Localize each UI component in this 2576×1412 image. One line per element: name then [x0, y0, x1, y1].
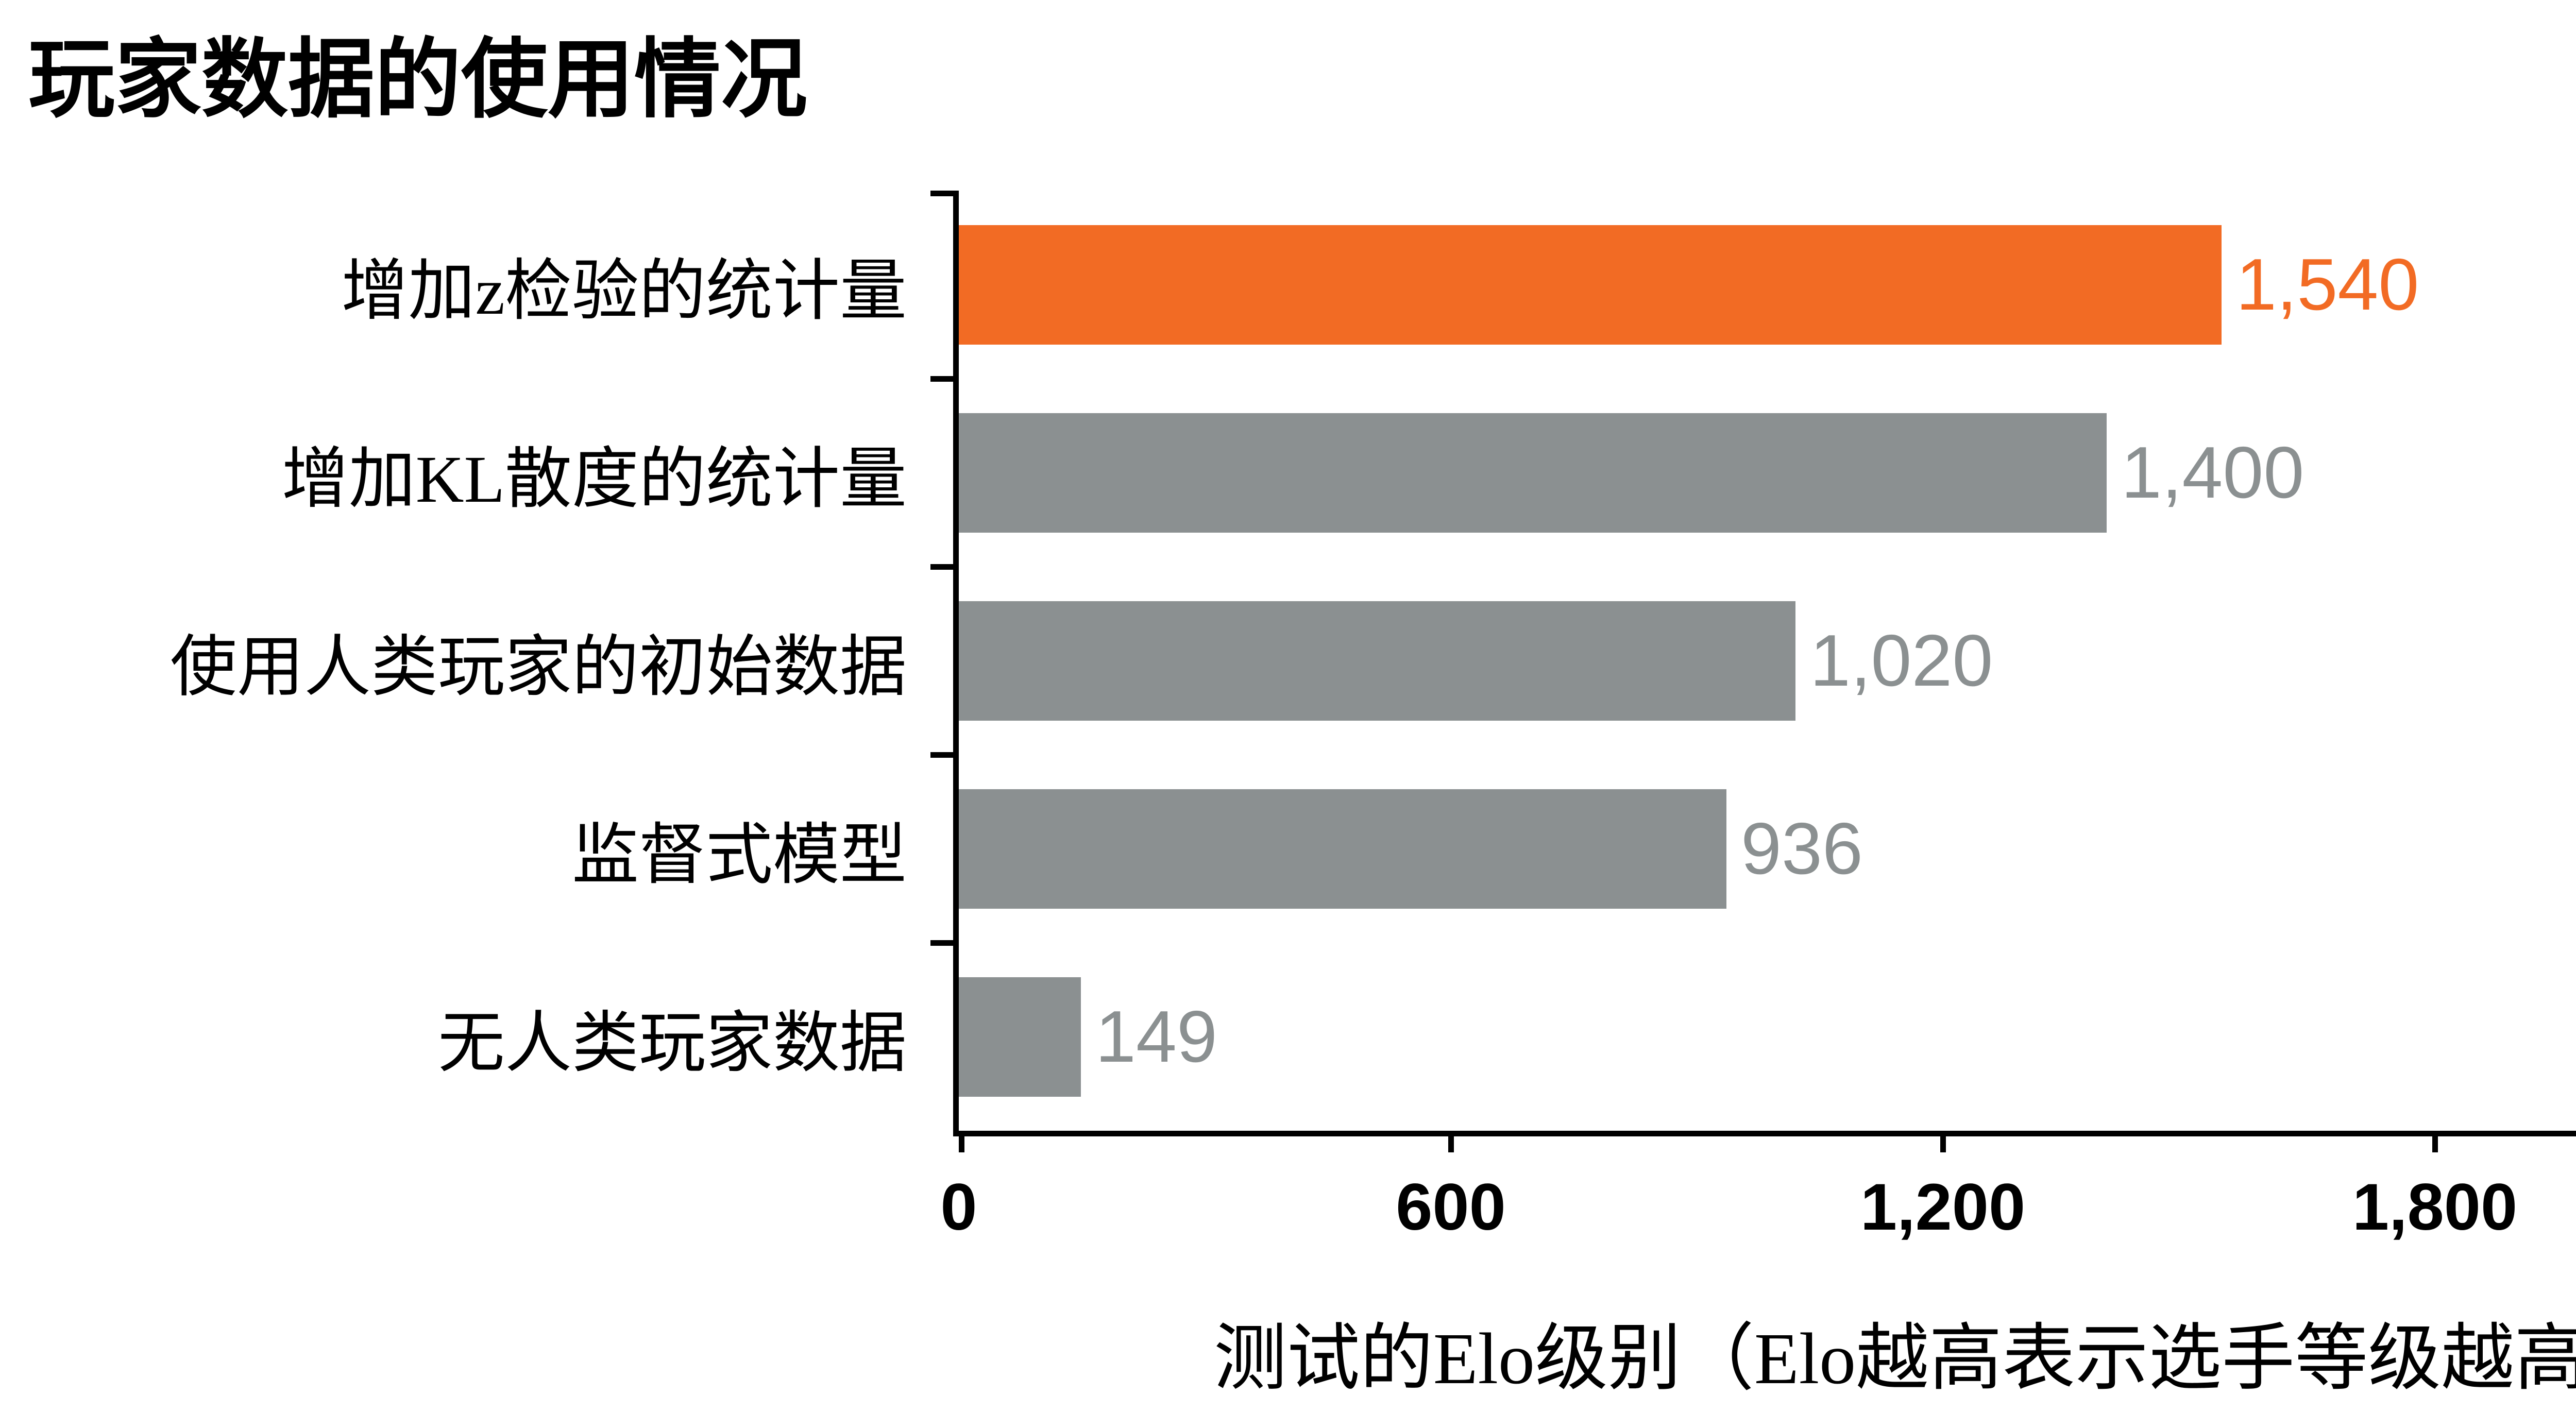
bar [959, 413, 2107, 533]
x-axis-label: 测试的Elo级别（Elo越高表示选手等级越高） [1213, 1318, 2576, 1399]
y-axis-tick [930, 564, 953, 570]
bar [959, 225, 2222, 345]
category-axis: 增加z检验的统计量增加KL散度的统计量使用人类玩家的初始数据监督式模型无人类玩家… [0, 191, 907, 1131]
bar-value-label: 1,400 [2121, 431, 2304, 514]
category-label: 使用人类玩家的初始数据 [170, 630, 907, 705]
bar-value-label: 936 [1741, 807, 1863, 890]
chart-title: 玩家数据的使用情况 [28, 32, 807, 128]
bar-row: 1,540 [959, 191, 2576, 379]
x-tick-label: 600 [1396, 1170, 1506, 1244]
category-label: 增加KL散度的统计量 [281, 442, 907, 517]
bar-value-label: 1,540 [2236, 243, 2419, 326]
bar-value-label: 1,020 [1810, 619, 1993, 702]
bar-row: 936 [959, 755, 2576, 943]
x-tick-label: 1,200 [1860, 1170, 2026, 1244]
bar [959, 601, 1795, 721]
bar-row: 1,020 [959, 567, 2576, 755]
category-label: 无人类玩家数据 [437, 1006, 907, 1081]
bar-row: 149 [959, 943, 2576, 1131]
bar [959, 789, 1726, 909]
category-label: 增加z检验的统计量 [341, 254, 907, 329]
category-label: 监督式模型 [571, 818, 907, 893]
bar [959, 977, 1081, 1097]
x-axis-tick [1940, 1131, 1946, 1152]
y-axis-tick [930, 191, 953, 196]
bar-row: 1,400 [959, 379, 2576, 567]
y-axis-tick [930, 940, 953, 946]
y-axis-tick [930, 376, 953, 382]
x-axis-tick [959, 1131, 964, 1152]
x-tick-label: 0 [940, 1170, 977, 1244]
x-axis-tick [1448, 1131, 1454, 1152]
bar-value-label: 149 [1095, 995, 1217, 1078]
x-tick-label: 1,800 [2352, 1170, 2518, 1244]
y-axis-tick [930, 752, 953, 758]
x-axis-tick [2432, 1131, 2438, 1152]
